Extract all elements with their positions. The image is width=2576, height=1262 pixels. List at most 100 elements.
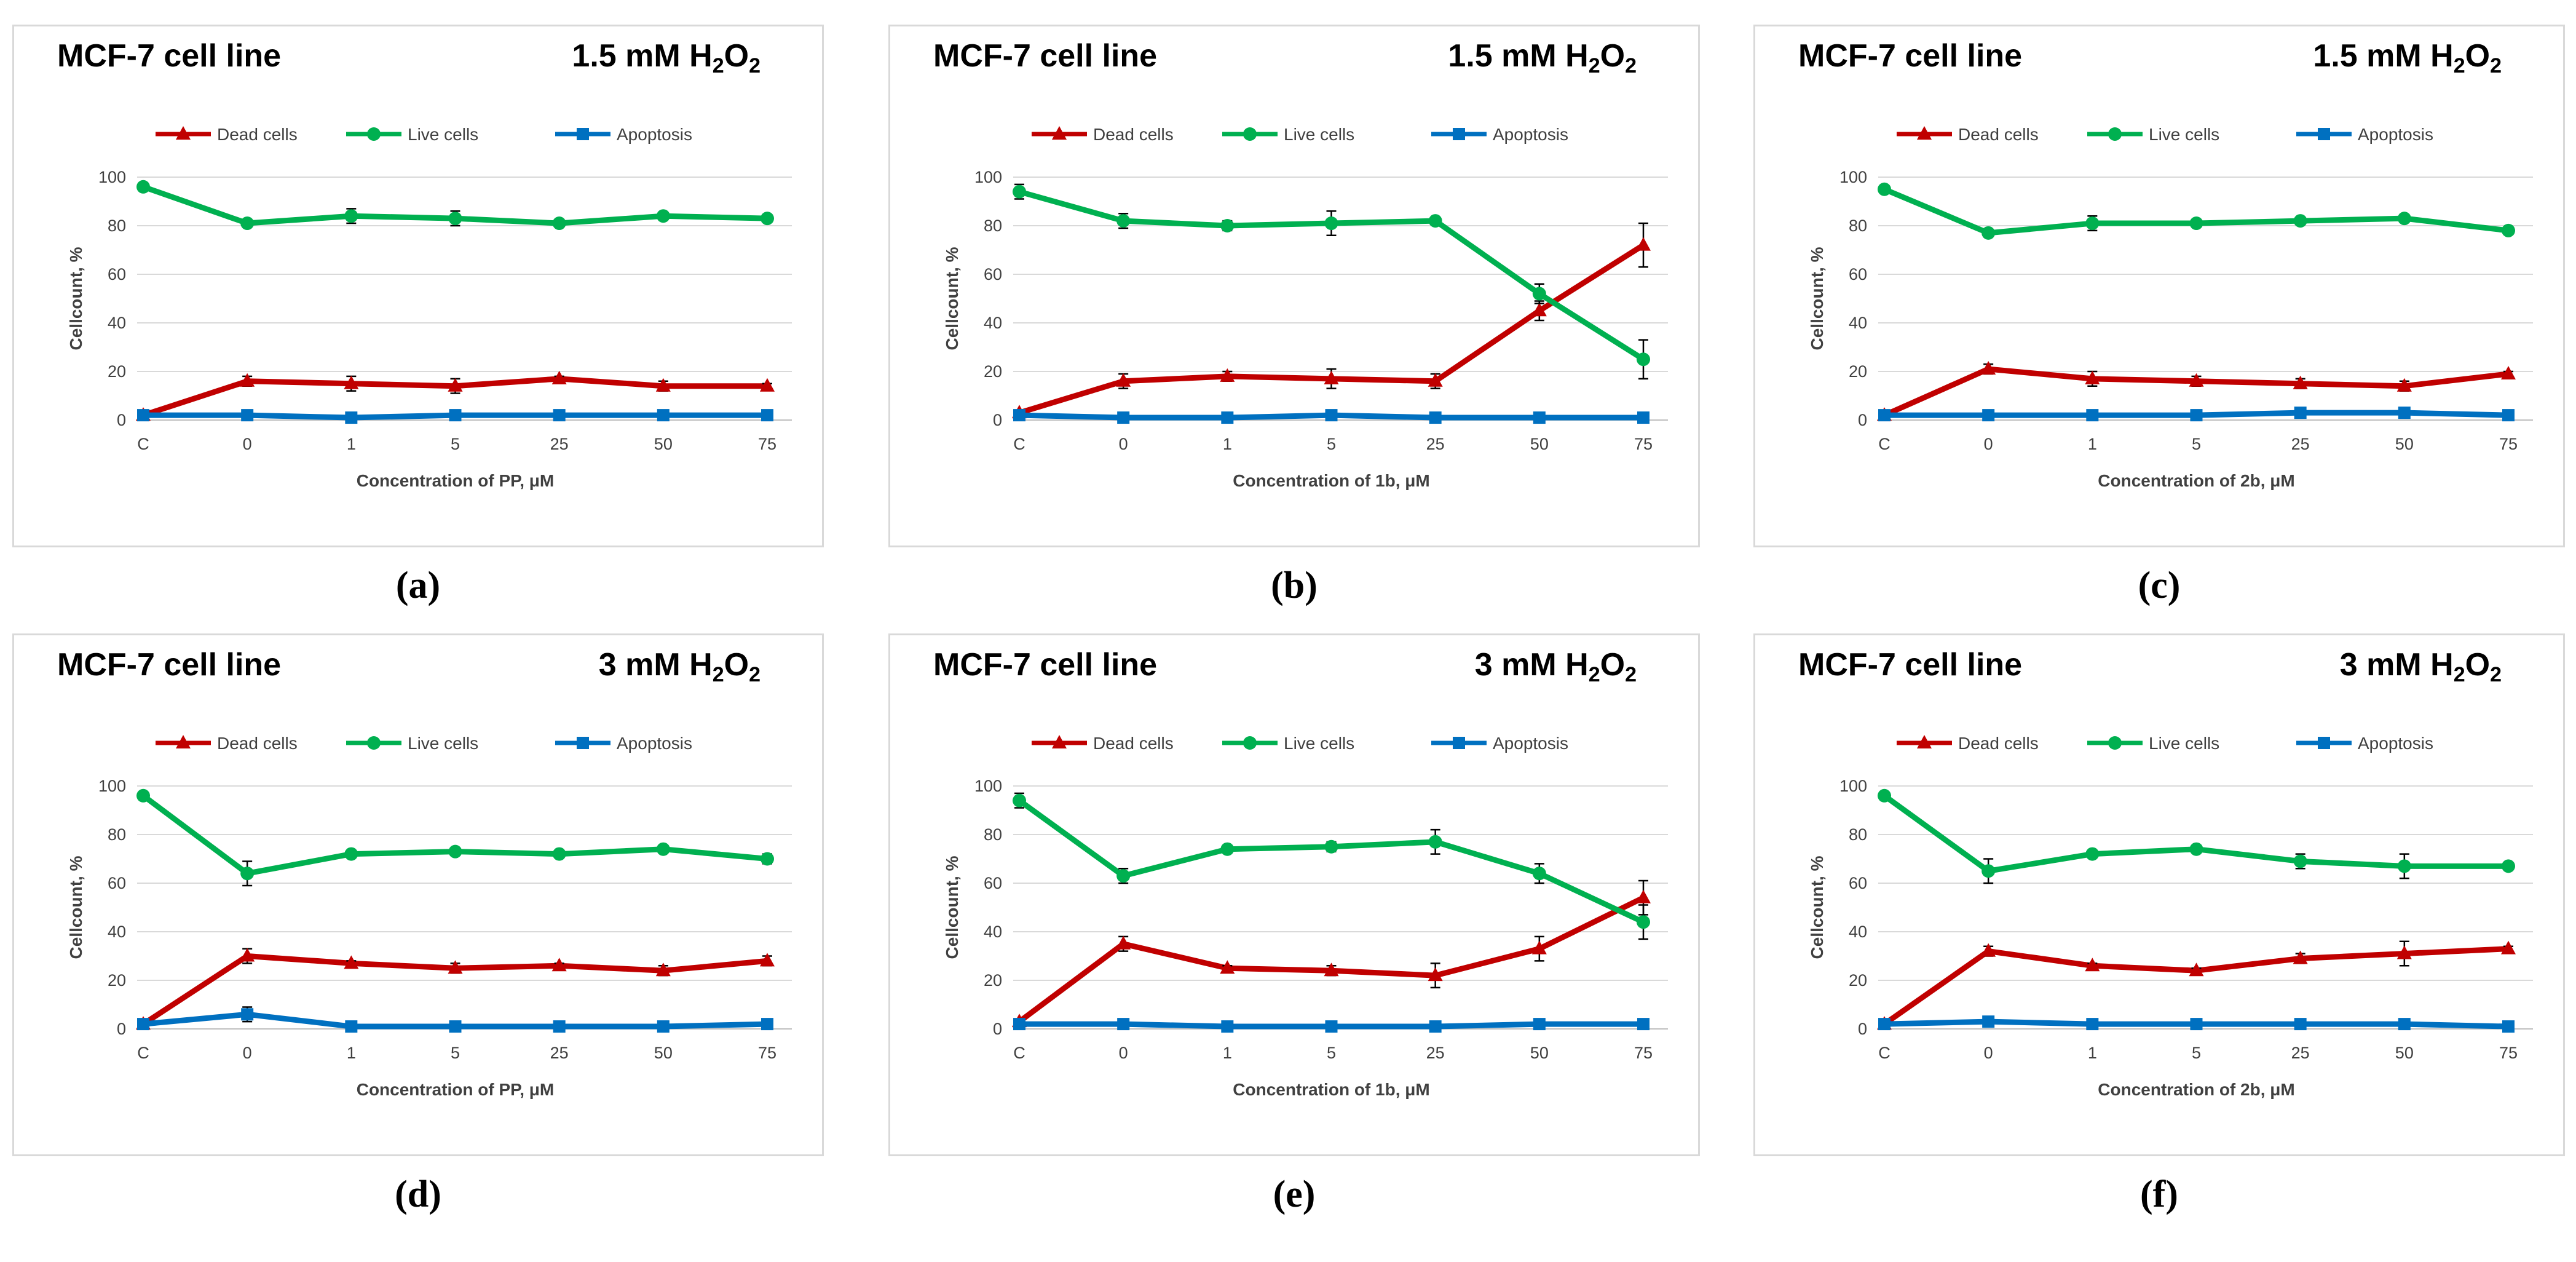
legend-label-dead-cells: Dead cells [1958,734,2039,753]
x-tick-label: 0 [1119,435,1128,453]
x-tick-label: 1 [1223,435,1232,453]
data-point-live-cells [240,216,255,231]
data-point-apoptosis [345,411,358,424]
data-point-dead-cells [2501,365,2516,379]
series-line-live-cells [1881,793,2511,874]
data-point-live-cells [2189,842,2203,856]
data-point-apoptosis [1013,1018,1025,1031]
data-point-live-cells [1532,287,1546,301]
data-point-apoptosis [1878,1018,1891,1031]
data-point-apoptosis [2398,407,2411,419]
legend-label-live-cells: Live cells [408,125,478,144]
series-line-dead-cells [1016,895,1646,1025]
legend-marker-live-cells [1243,736,1257,750]
data-point-live-cells [1428,835,1442,849]
y-tick-label: 40 [1849,923,1867,941]
data-point-live-cells [1324,839,1338,854]
panel-caption: (a) [395,565,441,606]
data-point-live-cells [656,842,670,856]
data-point-dead-cells [448,960,463,974]
y-tick-label: 20 [984,971,1002,990]
data-point-dead-cells [1531,303,1547,317]
y-axis-title: Cellcount, % [66,855,85,959]
data-point-apoptosis [657,1020,670,1033]
data-point-dead-cells [1428,967,1443,982]
data-point-live-cells [761,212,774,226]
x-tick-label: 50 [654,1044,673,1062]
data-point-dead-cells [1324,962,1339,977]
data-point-live-cells [240,867,255,881]
y-tick-label: 20 [1849,971,1867,990]
legend-label-live-cells: Live cells [2149,734,2219,753]
x-tick-label: 1 [1223,1044,1232,1062]
data-point-apoptosis [2190,1018,2203,1031]
data-point-dead-cells [551,370,567,384]
panel-caption: (f) [2140,1173,2178,1215]
chart-panel-2: MCF-7 cell line 1.5 mM H2O2 0 20 40 60 80 100 C 0… [888,25,1700,547]
panel-caption: (e) [1273,1173,1316,1215]
x-tick-label: 50 [1530,1044,1549,1062]
chart-title: MCF-7 cell line [1798,38,2023,74]
legend-marker-apoptosis [577,737,589,749]
data-point-live-cells [1220,219,1235,232]
x-tick-label: 0 [1984,435,1993,453]
data-point-dead-cells [1428,373,1443,387]
data-point-apoptosis [1637,411,1650,424]
data-point-live-cells [1324,216,1338,231]
data-point-live-cells [448,212,462,226]
chart-panel-4: MCF-7 cell line 3 mM H2O2 0 20 40 60 80 100 C 0 1 5… [12,633,824,1156]
legend-label-apoptosis: Apoptosis [2358,125,2433,144]
data-point-dead-cells [1324,370,1339,384]
data-point-live-cells [1637,352,1650,367]
data-point-apoptosis [2502,1020,2515,1033]
y-axis-title: Cellcount, % [942,247,962,350]
chart-condition: 1.5 mM H2O2 [1448,38,1637,77]
x-tick-label: 75 [2499,435,2518,453]
legend-label-live-cells: Live cells [1284,734,1354,753]
data-point-live-cells [2293,214,2307,228]
data-point-live-cells [552,847,566,861]
chart-title: MCF-7 cell line [57,38,282,74]
data-point-dead-cells [2501,940,2516,954]
x-tick-label: 50 [1530,435,1549,453]
y-axis-title: Cellcount, % [942,855,962,959]
legend-marker-live-cells [367,736,381,750]
chart-condition: 1.5 mM H2O2 [2313,38,2502,77]
y-tick-label: 80 [1849,825,1867,844]
data-point-live-cells [344,209,358,223]
legend-label-live-cells: Live cells [2149,125,2219,144]
data-point-apoptosis [2190,409,2203,422]
data-point-apoptosis [1982,1015,1995,1028]
x-tick-label: 25 [2291,435,2310,453]
data-point-apoptosis [1221,411,1234,424]
x-tick-label: C [1878,1044,1891,1062]
data-point-live-cells [1637,915,1650,929]
x-tick-label: 25 [1426,1044,1445,1062]
data-point-apoptosis [345,1020,358,1033]
y-axis-title: Cellcount, % [1808,247,1827,350]
data-point-live-cells [1116,869,1131,883]
legend-marker-apoptosis [1453,128,1465,140]
x-tick-label: C [1013,435,1025,453]
data-point-apoptosis [137,1018,149,1031]
data-point-live-cells [2397,212,2411,226]
x-tick-label: 0 [243,435,252,453]
legend-label-dead-cells: Dead cells [1958,125,2039,144]
data-point-apoptosis [761,409,773,422]
y-tick-label: 60 [984,265,1002,284]
data-point-live-cells [1532,867,1546,881]
legend-marker-apoptosis [2318,128,2330,140]
data-point-dead-cells [240,373,255,387]
x-tick-label: 75 [758,435,776,453]
y-tick-label: 100 [1839,168,1867,186]
chart-panel-1: MCF-7 cell line 1.5 mM H2O2 0 20 40 60 80 100 C 0… [12,25,824,547]
data-point-dead-cells [1220,368,1235,382]
legend-label-apoptosis: Apoptosis [1493,734,1568,753]
legend-label-dead-cells: Dead cells [217,734,298,753]
chart-panel-5: MCF-7 cell line 3 mM H2O2 0 20 40 60 80 100 C 0 1 5… [888,633,1700,1156]
y-tick-label: 100 [1839,777,1867,795]
y-tick-label: 0 [993,1020,1002,1038]
y-tick-label: 100 [974,168,1002,186]
data-point-apoptosis [553,409,566,422]
